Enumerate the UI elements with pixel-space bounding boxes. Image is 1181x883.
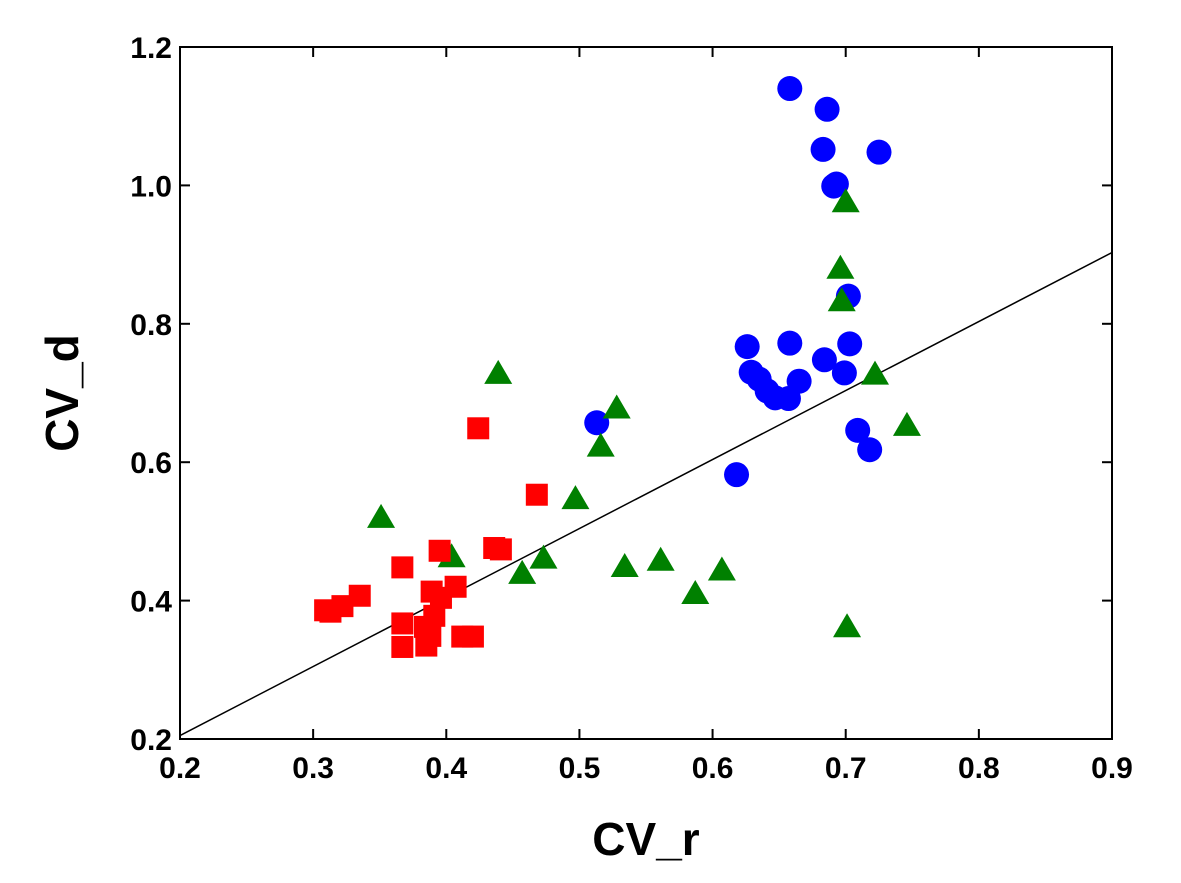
triangle-point bbox=[681, 579, 710, 604]
circle-point bbox=[821, 173, 847, 199]
x-tick-label: 0.7 bbox=[825, 752, 867, 785]
square-point bbox=[391, 556, 414, 579]
triangle-point bbox=[646, 546, 675, 571]
y-tick-label: 1.2 bbox=[130, 32, 172, 65]
x-tick-label: 0.5 bbox=[559, 752, 601, 785]
triangle-point bbox=[827, 287, 856, 312]
x-tick-label: 0.3 bbox=[292, 752, 334, 785]
triangle-point bbox=[602, 394, 631, 419]
circle-point bbox=[845, 417, 871, 443]
x-tick-label: 0.2 bbox=[159, 752, 201, 785]
plot-frame bbox=[179, 46, 1113, 740]
square-point bbox=[415, 634, 438, 657]
triangle-point bbox=[892, 411, 921, 436]
circle-point bbox=[857, 437, 883, 463]
square-point bbox=[391, 612, 414, 635]
triangle-point bbox=[484, 359, 513, 384]
circle-point bbox=[831, 360, 857, 386]
triangle-point bbox=[833, 613, 862, 638]
square-point bbox=[525, 483, 548, 506]
circle-point bbox=[584, 410, 610, 436]
x-tick-label: 0.6 bbox=[692, 752, 734, 785]
fit-line-layer bbox=[179, 251, 1113, 737]
square-point bbox=[461, 625, 484, 648]
triangle-point bbox=[707, 556, 736, 581]
circle-point bbox=[777, 76, 803, 102]
ticks-layer: 0.2 0.3 0.4 0.5 0.6 0.7 0.8 0.9 0.2 0.4 0.6 0.8 1.0 1… bbox=[130, 32, 1133, 785]
y-tick-label: 1.0 bbox=[130, 170, 172, 203]
triangle-point bbox=[529, 544, 558, 569]
circle-point bbox=[810, 136, 836, 162]
square-point bbox=[429, 586, 452, 609]
square-point bbox=[348, 584, 371, 607]
square-point bbox=[428, 539, 451, 562]
y-tick-label: 0.6 bbox=[130, 447, 172, 480]
triangle-point bbox=[831, 188, 860, 213]
y-tick-label: 0.2 bbox=[130, 724, 172, 757]
x-axis-label: CV_r bbox=[592, 813, 699, 865]
y-tick-label: 0.4 bbox=[130, 586, 172, 619]
square-point bbox=[467, 417, 490, 440]
y-tick-label: 0.8 bbox=[130, 309, 172, 342]
square-point bbox=[319, 600, 342, 623]
square-point bbox=[391, 635, 414, 658]
triangle-point bbox=[861, 360, 890, 385]
points-layer bbox=[314, 76, 921, 658]
triangle-point bbox=[610, 552, 639, 577]
triangle-point bbox=[561, 485, 590, 510]
square-point bbox=[489, 538, 512, 561]
circle-point bbox=[734, 334, 760, 360]
circle-point bbox=[837, 331, 863, 357]
triangle-point bbox=[508, 559, 537, 584]
circle-point bbox=[775, 386, 801, 412]
triangle-point bbox=[826, 254, 855, 279]
triangle-point bbox=[367, 503, 396, 528]
y-axis-label: CV_d bbox=[36, 334, 88, 452]
circle-point bbox=[811, 347, 837, 373]
x-tick-label: 0.4 bbox=[425, 752, 467, 785]
circle-point bbox=[814, 96, 840, 122]
x-tick-label: 0.9 bbox=[1091, 752, 1133, 785]
fit-line bbox=[179, 251, 1113, 737]
circle-point bbox=[777, 330, 803, 356]
circle-point bbox=[866, 139, 892, 165]
triangle-point bbox=[586, 432, 615, 457]
x-tick-label: 0.8 bbox=[958, 752, 1000, 785]
circle-point bbox=[724, 462, 750, 488]
